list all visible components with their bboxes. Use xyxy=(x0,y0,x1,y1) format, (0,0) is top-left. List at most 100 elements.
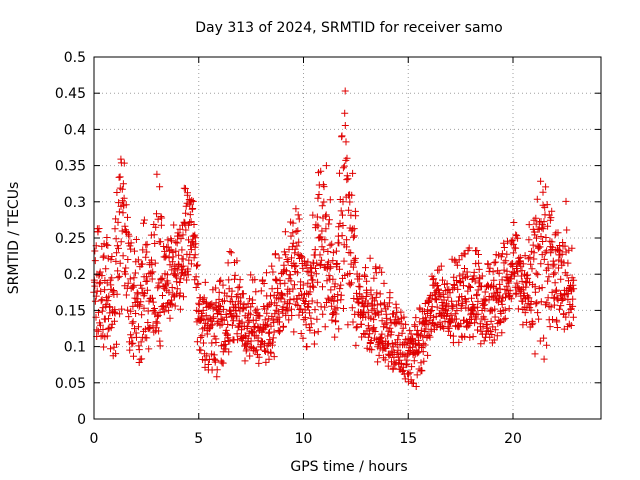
data-point xyxy=(122,201,130,209)
data-point xyxy=(127,331,135,339)
data-point xyxy=(114,267,122,275)
data-point xyxy=(562,313,570,321)
data-point xyxy=(98,272,106,280)
data-point xyxy=(324,258,332,266)
data-point xyxy=(553,324,561,331)
data-point xyxy=(508,237,516,245)
data-point xyxy=(533,299,541,307)
data-point xyxy=(336,265,343,273)
data-point xyxy=(162,252,170,260)
data-point xyxy=(432,313,440,321)
data-point xyxy=(238,337,246,345)
data-point xyxy=(370,305,378,313)
x-axis-label: GPS time / hours xyxy=(290,459,407,475)
data-point xyxy=(228,287,236,295)
data-point xyxy=(284,307,292,315)
data-point xyxy=(340,162,348,170)
data-point xyxy=(319,310,327,318)
data-point xyxy=(136,301,144,309)
data-point xyxy=(370,316,378,324)
data-point xyxy=(316,251,324,259)
data-point xyxy=(366,330,374,338)
data-point xyxy=(150,231,158,239)
data-point xyxy=(125,313,133,321)
data-point xyxy=(187,218,195,226)
data-point xyxy=(319,283,326,291)
data-point xyxy=(272,250,279,258)
data-point xyxy=(374,358,382,366)
chart-title: Day 313 of 2024, SRMTID for receiver sam… xyxy=(195,20,503,36)
data-point xyxy=(372,293,380,301)
data-point xyxy=(138,355,146,363)
x-tick-label: 5 xyxy=(194,431,203,447)
data-point xyxy=(353,295,361,302)
data-point xyxy=(337,281,345,289)
data-point xyxy=(384,332,392,340)
data-point xyxy=(498,297,505,305)
data-point xyxy=(239,290,247,298)
data-point xyxy=(103,332,111,340)
data-point xyxy=(201,278,209,286)
data-point xyxy=(313,299,321,307)
data-point xyxy=(233,330,241,338)
data-point xyxy=(514,305,522,313)
data-point xyxy=(303,261,311,269)
data-point xyxy=(199,325,207,333)
data-point xyxy=(243,323,251,330)
data-point xyxy=(143,286,151,294)
data-point xyxy=(500,316,508,324)
data-point xyxy=(291,281,298,289)
data-point xyxy=(516,253,524,261)
data-point xyxy=(394,336,402,344)
data-point xyxy=(375,311,383,319)
data-point xyxy=(527,306,535,314)
data-point xyxy=(486,264,494,272)
data-point xyxy=(320,183,328,191)
data-point xyxy=(347,249,355,257)
data-point xyxy=(512,244,520,252)
data-point xyxy=(569,302,577,310)
data-point xyxy=(447,317,455,325)
data-point xyxy=(213,366,221,374)
data-point xyxy=(115,272,123,280)
data-point xyxy=(386,289,394,297)
data-point xyxy=(466,320,474,327)
data-point xyxy=(275,254,283,262)
data-point xyxy=(453,307,461,315)
data-point xyxy=(138,311,146,319)
data-point xyxy=(420,357,428,365)
data-point xyxy=(246,295,253,303)
data-point xyxy=(474,297,482,305)
data-point xyxy=(313,315,321,323)
data-point xyxy=(269,268,277,276)
data-point xyxy=(138,260,146,268)
data-point xyxy=(149,268,157,276)
data-point xyxy=(406,369,414,377)
data-point xyxy=(548,288,556,296)
data-point xyxy=(304,279,312,287)
data-point xyxy=(540,334,548,342)
data-point xyxy=(295,215,303,223)
data-point xyxy=(550,301,558,309)
data-point xyxy=(315,191,323,198)
data-point xyxy=(455,256,463,264)
data-point xyxy=(105,315,112,323)
data-point xyxy=(364,308,372,316)
data-point xyxy=(187,260,195,268)
data-point xyxy=(509,249,517,257)
data-point xyxy=(400,313,408,321)
data-point xyxy=(154,313,161,321)
data-point xyxy=(323,277,331,285)
data-point xyxy=(507,295,515,303)
data-point xyxy=(449,302,457,310)
data-point xyxy=(289,285,297,293)
data-point xyxy=(104,297,112,305)
data-point xyxy=(553,286,560,294)
data-point xyxy=(350,225,358,233)
data-point xyxy=(165,288,173,296)
data-point xyxy=(377,307,385,315)
data-point xyxy=(233,257,241,265)
data-point xyxy=(445,327,453,335)
data-point xyxy=(318,243,326,251)
data-point xyxy=(534,271,542,279)
